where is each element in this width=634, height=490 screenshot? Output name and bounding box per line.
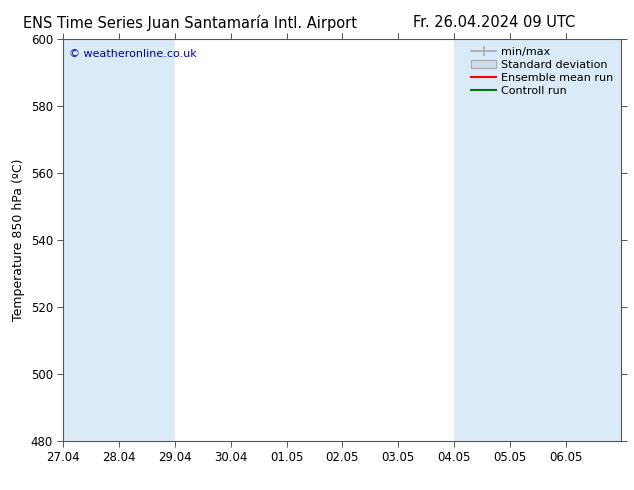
Bar [454,39,510,441]
Bar [119,39,175,441]
Text: ENS Time Series Juan Santamaría Intl. Airport: ENS Time Series Juan Santamaría Intl. Ai… [23,15,357,31]
Bar [566,39,621,441]
Text: Fr. 26.04.2024 09 UTC: Fr. 26.04.2024 09 UTC [413,15,576,30]
Y-axis label: Temperature 850 hPa (ºC): Temperature 850 hPa (ºC) [12,159,25,321]
Legend: min/max, Standard deviation, Ensemble mean run, Controll run: min/max, Standard deviation, Ensemble me… [467,43,618,100]
Bar [63,39,119,441]
Text: © weatheronline.co.uk: © weatheronline.co.uk [69,49,197,59]
Bar [510,39,566,441]
